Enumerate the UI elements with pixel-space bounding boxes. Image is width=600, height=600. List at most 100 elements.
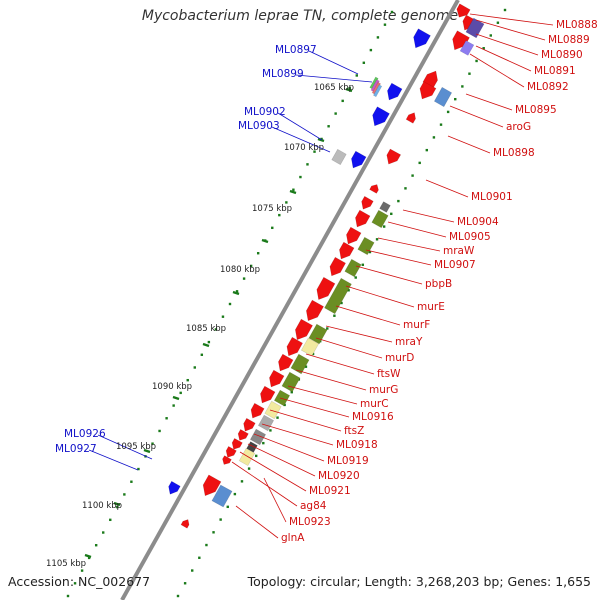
forward-block — [459, 40, 475, 56]
tick-dot — [369, 48, 373, 52]
tick-dot — [276, 416, 279, 419]
reverse-gene — [372, 106, 390, 127]
tick-dot — [151, 442, 154, 445]
forward-gene — [386, 148, 402, 165]
tick-dot — [482, 47, 485, 50]
tick-dot — [390, 212, 393, 216]
tick-mark — [317, 137, 325, 143]
leader-line — [277, 112, 323, 141]
feature-labels: ML0888 ML0889 ML0890 ML0891 ML0892 ML0895 aroG… — [55, 19, 598, 544]
tick-mark — [113, 501, 121, 507]
scale-labels: 1065 kbp 1070 kbp 1075 kbp 1080 kbp 1085 kbp… — [46, 83, 354, 569]
forward-gene — [346, 226, 362, 245]
scale-label: 1095 kbp — [116, 442, 156, 452]
leader-line — [295, 74, 373, 83]
forward-gene — [294, 318, 314, 341]
tick-dot — [292, 188, 295, 191]
scale-label: 1065 kbp — [314, 83, 354, 93]
forward-gene — [243, 417, 256, 432]
tick-dot — [468, 72, 471, 75]
leader-line — [239, 451, 307, 492]
forward-gene-label: murC — [360, 398, 389, 410]
tick-dot — [228, 302, 232, 306]
tick-mark — [202, 342, 210, 348]
tick-dot — [362, 61, 366, 64]
forward-block — [357, 236, 375, 256]
forward-gene-label: ML0920 — [318, 470, 360, 482]
reverse-gene-label: ML0902 — [244, 106, 286, 118]
forward-gene-label: ML0892 — [527, 81, 569, 93]
tick-dot — [123, 493, 126, 496]
leader-lines — [88, 13, 554, 539]
tick-dot — [376, 36, 380, 39]
forward-block — [281, 371, 301, 393]
forward-gene — [286, 336, 304, 357]
tick-dot — [240, 480, 244, 483]
tick-dot — [254, 454, 258, 458]
tick-dot — [390, 10, 394, 14]
leader-line — [269, 409, 342, 432]
forward-block — [308, 323, 328, 345]
tick-dot — [368, 250, 372, 254]
forward-gene — [260, 385, 276, 404]
forward-gene — [355, 209, 371, 228]
tick-dot — [212, 531, 215, 534]
reverse-gene — [387, 82, 403, 101]
leader-line — [235, 505, 279, 539]
tick-dot — [432, 136, 436, 139]
forward-block — [344, 258, 362, 278]
forward-gene — [180, 519, 190, 529]
forward-gene-label: ag84 — [300, 500, 327, 512]
tick-dot — [313, 150, 316, 153]
reverse-gene-label: ML0899 — [262, 68, 304, 80]
tick-dot — [348, 86, 351, 90]
leader-line — [325, 325, 393, 343]
scale-label: 1100 kbp — [82, 501, 122, 511]
tick-dot — [186, 378, 189, 382]
scale-label: 1085 kbp — [186, 324, 226, 334]
tick-dot — [334, 112, 337, 115]
tick-dot — [278, 213, 281, 217]
reverse-gene-label: ML0903 — [238, 120, 280, 132]
forward-block — [290, 353, 310, 375]
scale-label: 1105 kbp — [46, 559, 86, 569]
tick-dot — [489, 34, 492, 37]
tick-dot — [235, 290, 239, 293]
forward-gene-label: murE — [417, 301, 445, 313]
forward-gene — [250, 402, 265, 419]
leader-line — [88, 449, 139, 471]
tick-dot — [172, 404, 175, 407]
forward-gene — [269, 369, 285, 388]
forward-block — [257, 414, 275, 432]
tick-dot — [375, 238, 379, 241]
tick-dot — [191, 569, 194, 572]
forward-block — [211, 484, 233, 508]
forward-gene — [237, 428, 249, 441]
forward-block — [324, 277, 352, 315]
tick-dot — [341, 99, 344, 103]
leader-line — [97, 434, 153, 460]
leader-line — [263, 477, 287, 523]
reverse-gene — [351, 150, 367, 169]
tick-dot — [299, 175, 302, 179]
leader-line — [365, 249, 432, 266]
forward-gene — [419, 81, 437, 100]
forward-gene-label: murG — [369, 384, 398, 396]
map-title: Mycobacterium leprae TN, complete genome — [141, 8, 459, 24]
reverse-block — [372, 84, 383, 98]
tick-dot — [355, 74, 358, 77]
tick-dot — [198, 556, 201, 559]
forward-block — [273, 389, 291, 407]
scale-label: 1070 kbp — [284, 143, 324, 153]
tick-dot — [176, 594, 180, 598]
tick-dot — [503, 8, 507, 12]
leader-line — [465, 93, 513, 111]
tick-dot — [311, 352, 315, 356]
tick-mark — [289, 189, 297, 195]
leader-line — [355, 265, 423, 285]
tick-dot — [382, 225, 386, 228]
forward-gene-label: ML0904 — [457, 216, 499, 228]
tick-mark — [345, 87, 353, 93]
tick-dot — [404, 187, 407, 190]
forward-gene — [456, 3, 471, 18]
